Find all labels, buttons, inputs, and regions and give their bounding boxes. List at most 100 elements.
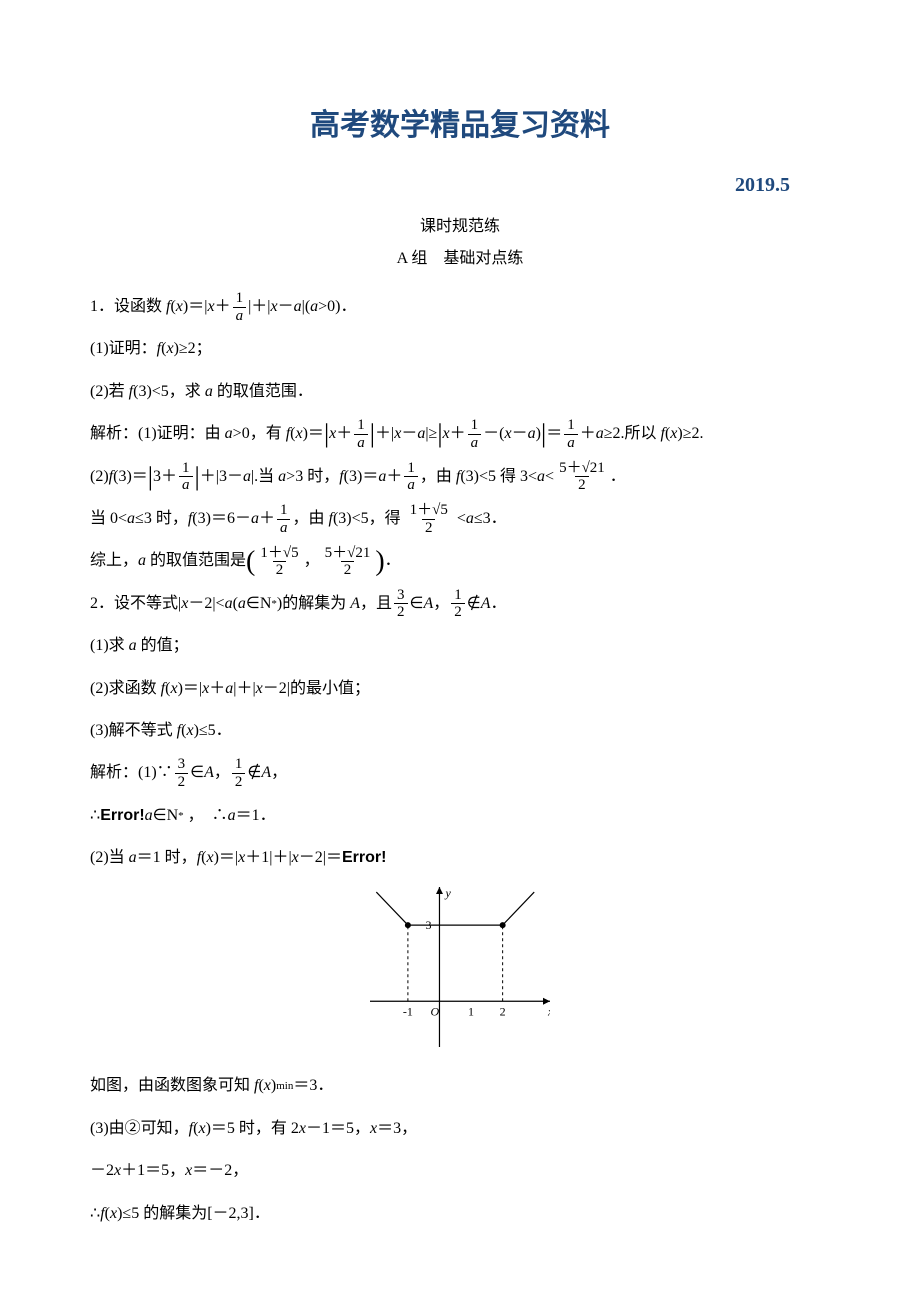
var-x: x xyxy=(198,1110,205,1148)
function-graph: -1123Oxy xyxy=(90,887,830,1052)
text: )≤5 的解集为[－2,3]． xyxy=(117,1195,270,1233)
q1-sol2: (2) f (3)＝ | 3＋ 1 a | ＋|3－ a |.当 a >3 时，… xyxy=(90,458,830,496)
text: ＝1 时， xyxy=(137,839,197,877)
text: ＋ xyxy=(209,670,225,708)
var-x: x xyxy=(110,1195,117,1233)
numerator: 5＋√21 xyxy=(556,460,608,477)
numerator: 1 xyxy=(232,756,246,773)
fraction: 1 a xyxy=(233,290,247,324)
text: )的解集为 xyxy=(277,585,350,623)
var-a: a xyxy=(138,542,146,580)
q2-stem: 2．设不等式| x －2|< a ( a ∈N * )的解集为 A ，且 3 2… xyxy=(90,585,830,623)
numerator: 1 xyxy=(277,502,291,519)
paren-open: ( xyxy=(246,548,255,576)
text: ≤3 时， xyxy=(135,500,188,538)
graph-svg: -1123Oxy xyxy=(370,887,550,1047)
text: ∉ xyxy=(247,754,261,792)
var-a: a xyxy=(417,415,425,453)
text: －2|的最小值； xyxy=(263,670,370,708)
fraction: 3 2 xyxy=(175,756,189,790)
fraction: 1 a xyxy=(468,417,482,451)
text: ， xyxy=(214,754,230,792)
text: )＝| xyxy=(214,839,239,877)
var-a: a xyxy=(528,415,536,453)
var-x: x xyxy=(295,415,302,453)
var-a: a xyxy=(225,670,233,708)
denominator: a xyxy=(277,519,291,537)
text: ∈ xyxy=(190,754,204,792)
var-a: a xyxy=(225,415,233,453)
var-a: a xyxy=(243,458,251,496)
numerator: 1 xyxy=(564,417,578,434)
denominator: 2 xyxy=(394,603,408,621)
text: >0)． xyxy=(318,288,356,326)
var-x: x xyxy=(206,839,213,877)
numerator: 1 xyxy=(468,417,482,434)
numerator: 1＋√5 xyxy=(257,545,301,562)
text: －( xyxy=(483,415,504,453)
text: (3)＝6－ xyxy=(192,500,251,538)
denominator: 2 xyxy=(451,603,465,621)
text: －2 xyxy=(90,1152,114,1190)
text: (3)＝ xyxy=(113,458,148,496)
text: ＋| xyxy=(375,415,394,453)
subscript-min: min xyxy=(276,1073,293,1099)
text: ≤3． xyxy=(474,500,507,538)
text: ＋ xyxy=(580,415,596,453)
paren-close: ) xyxy=(375,548,384,576)
text: >3 时， xyxy=(286,458,339,496)
fraction: 1 2 xyxy=(451,587,465,621)
var-a: a xyxy=(127,500,135,538)
q1-sol1: 解析：(1)证明：由 a >0，有 f ( x )＝ | x ＋ 1 a | ＋… xyxy=(90,415,830,453)
text: 的取值范围是 xyxy=(146,542,246,580)
var-x: x xyxy=(176,288,183,326)
var-a: a xyxy=(378,458,386,496)
var-a: a xyxy=(251,500,259,538)
denominator: 2 xyxy=(232,773,246,791)
var-x: x xyxy=(299,1110,306,1148)
text: (2)当 xyxy=(90,839,129,877)
fraction: 1＋√5 2 xyxy=(257,545,301,579)
fraction: 1＋√5 2 xyxy=(407,502,451,536)
text: 解析：(1)∵ xyxy=(90,754,173,792)
numerator: 3 xyxy=(175,756,189,773)
denominator: 2 xyxy=(273,561,287,579)
text: ＝ xyxy=(546,415,562,453)
text: ＋ xyxy=(215,288,231,326)
var-x: x xyxy=(256,670,263,708)
text: )＝ xyxy=(303,415,324,453)
text: ＝3， xyxy=(377,1110,417,1148)
fraction: 5＋√21 2 xyxy=(322,545,374,579)
var-a: a xyxy=(228,797,236,835)
fraction: 1 a xyxy=(354,417,368,451)
denominator: a xyxy=(564,434,578,452)
text: >0，有 xyxy=(233,415,286,453)
text: 3＋ xyxy=(153,458,177,496)
denominator: 2 xyxy=(575,476,589,494)
denominator: a xyxy=(404,476,418,494)
error-text: Error! xyxy=(342,839,386,877)
var-a: a xyxy=(238,585,246,623)
text: 的取值范围． xyxy=(213,373,313,411)
numerator: 5＋√21 xyxy=(322,545,374,562)
text: |＋| xyxy=(233,670,255,708)
q1-part2: (2)若 f (3)<5，求 a 的取值范围． xyxy=(90,373,830,411)
text: －2|＝ xyxy=(299,839,342,877)
var-A: A xyxy=(350,585,360,623)
var-x: x xyxy=(238,839,245,877)
text: ＝3． xyxy=(293,1067,333,1105)
svg-text:2: 2 xyxy=(500,1005,506,1019)
text: － xyxy=(401,415,417,453)
var-x: x xyxy=(271,288,278,326)
text: ， ∴ xyxy=(184,797,228,835)
text: (2)求函数 xyxy=(90,670,161,708)
text: ，且 xyxy=(360,585,392,623)
q2-sol2: ∴ Error! a ∈N * ， ∴ a ＝1． xyxy=(90,797,830,835)
var-a: a xyxy=(278,458,286,496)
text: (3)<5，求 xyxy=(133,373,205,411)
text: ． xyxy=(385,542,401,580)
text: (3)由②可知， xyxy=(90,1110,189,1148)
text: ∴ xyxy=(90,797,100,835)
text: ，由 xyxy=(420,458,456,496)
denominator: 2 xyxy=(175,773,189,791)
